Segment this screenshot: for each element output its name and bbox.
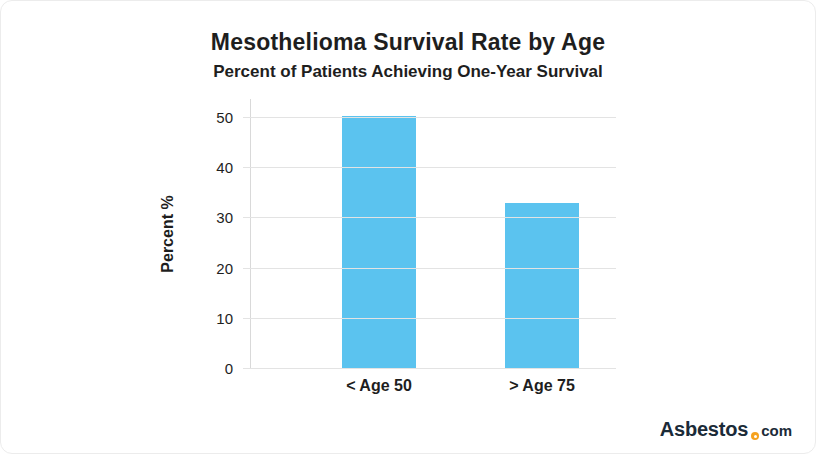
bar-age-under-50 [342, 116, 416, 370]
y-axis-label: Percent % [159, 195, 177, 272]
y-tick-label: 10 [191, 310, 233, 328]
gridline [243, 217, 616, 218]
y-tick-label: 0 [191, 360, 233, 378]
chart-title: Mesothelioma Survival Rate by Age [1, 29, 815, 56]
bar-age-over-75 [505, 203, 579, 369]
gridline [243, 268, 616, 269]
x-axis-label-age-under-50: < Age 50 [309, 377, 449, 395]
y-tick-label: 20 [191, 260, 233, 278]
y-tick-label: 40 [191, 159, 233, 177]
y-axis-label-container: Percent % [151, 99, 185, 369]
logo-brand-text: Asbestos [660, 418, 748, 441]
gridline [243, 167, 616, 168]
asbestos-com-logo[interactable]: Asbestos com [660, 418, 792, 441]
y-tick-label: 50 [191, 109, 233, 127]
gridline [243, 318, 616, 319]
logo-dot-icon [751, 432, 759, 440]
chart-subtitle: Percent of Patients Achieving One-Year S… [1, 62, 815, 82]
gridline [243, 368, 616, 369]
gridline [243, 117, 616, 118]
y-tick-label: 30 [191, 209, 233, 227]
x-axis-label-age-over-75: > Age 75 [472, 377, 612, 395]
plot-area: < Age 50 > Age 75 01020304050 [250, 99, 616, 369]
chart-card: Mesothelioma Survival Rate by Age Percen… [0, 0, 816, 454]
logo-tld-text: com [761, 422, 792, 439]
